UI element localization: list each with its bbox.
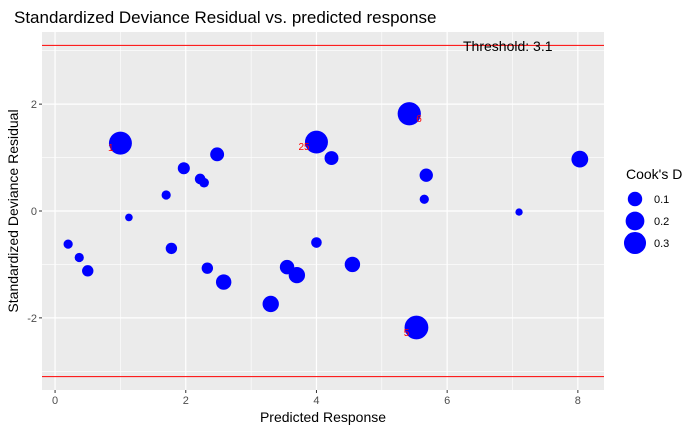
data-point bbox=[74, 252, 84, 263]
data-point bbox=[199, 177, 209, 188]
major-gridlines bbox=[42, 32, 604, 390]
x-tick-label: 2 bbox=[183, 395, 189, 407]
y-tick-label: 0 bbox=[31, 206, 37, 218]
legend-key bbox=[627, 191, 643, 207]
legend-title: Cook's D bbox=[626, 166, 682, 182]
y-axis-ticks: -2 0 2 bbox=[27, 99, 42, 325]
legend-label: 0.2 bbox=[654, 216, 669, 228]
data-points bbox=[63, 102, 589, 340]
data-point bbox=[304, 130, 328, 154]
data-point bbox=[419, 168, 433, 182]
x-tick-label: 8 bbox=[575, 395, 581, 407]
data-point bbox=[344, 256, 361, 273]
x-tick-label: 0 bbox=[52, 395, 58, 407]
data-point bbox=[82, 265, 94, 277]
data-point bbox=[161, 190, 171, 200]
y-tick-label: -2 bbox=[27, 313, 37, 325]
data-point bbox=[63, 239, 73, 249]
data-point bbox=[215, 274, 232, 290]
data-point bbox=[419, 194, 429, 204]
point-label: 25 bbox=[298, 142, 310, 153]
x-tick-label: 4 bbox=[313, 395, 319, 407]
data-point bbox=[571, 150, 589, 168]
data-point bbox=[201, 262, 214, 274]
data-point bbox=[404, 315, 429, 340]
point-label: 1 bbox=[108, 143, 114, 154]
data-point bbox=[125, 213, 133, 222]
legend-label: 0.1 bbox=[654, 194, 669, 206]
point-label: 5 bbox=[404, 328, 410, 339]
data-point bbox=[397, 102, 421, 126]
chart-title: Standardized Deviance Residual vs. predi… bbox=[14, 8, 436, 27]
data-point bbox=[262, 295, 279, 313]
point-labels: 1 25 6 5 bbox=[108, 114, 422, 339]
data-point bbox=[177, 162, 190, 175]
data-point bbox=[108, 131, 132, 155]
data-point bbox=[165, 242, 178, 255]
legend-key bbox=[625, 211, 645, 231]
data-point bbox=[324, 151, 339, 166]
threshold-label: Threshold: 3.1 bbox=[463, 38, 553, 54]
y-axis-title: Standardized Deviance Residual bbox=[5, 109, 21, 312]
legend-items: 0.1 0.2 0.3 bbox=[623, 191, 669, 255]
data-point bbox=[210, 147, 225, 162]
data-point bbox=[311, 237, 322, 248]
data-point bbox=[288, 266, 306, 284]
data-point bbox=[515, 208, 523, 216]
x-axis-title: Predicted Response bbox=[260, 409, 386, 425]
legend: Cook's D 0.1 0.2 0.3 bbox=[623, 166, 682, 255]
y-tick-label: 2 bbox=[31, 99, 37, 111]
legend-label: 0.3 bbox=[654, 238, 669, 250]
point-label: 6 bbox=[416, 114, 422, 125]
x-tick-label: 6 bbox=[444, 395, 450, 407]
x-axis-ticks: 0 2 4 6 8 bbox=[52, 390, 581, 407]
threshold-lines bbox=[42, 44, 604, 378]
legend-key bbox=[623, 231, 647, 255]
